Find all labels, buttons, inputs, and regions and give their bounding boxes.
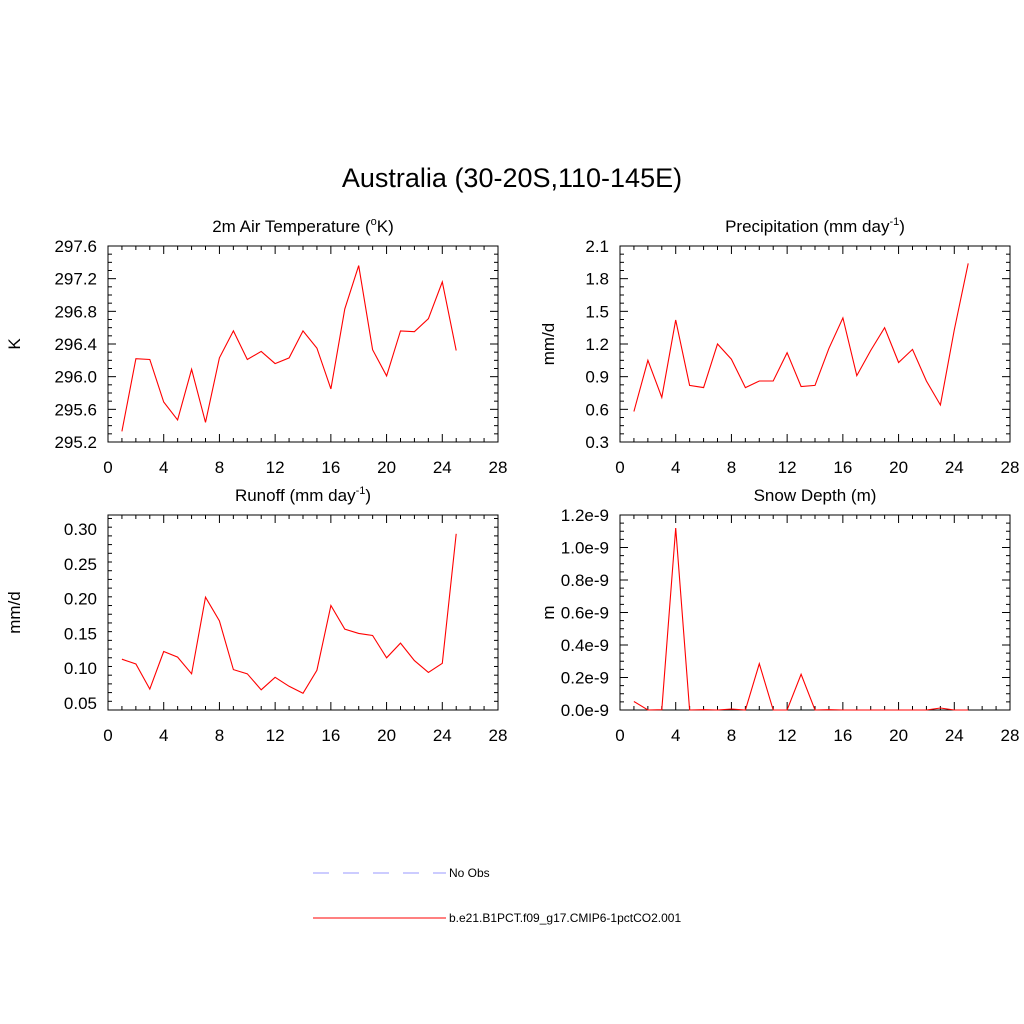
x-tick-label: 16 xyxy=(833,458,852,477)
y-tick-label: 0.9 xyxy=(585,368,609,387)
y-tick-label: 1.0e-9 xyxy=(561,539,609,558)
plot-frame xyxy=(107,245,499,443)
y-tick-label: 2.1 xyxy=(585,237,609,256)
plot-frame xyxy=(107,514,499,711)
y-tick-label: 0.30 xyxy=(64,520,97,539)
x-tick-label: 28 xyxy=(1001,458,1020,477)
y-tick-label: 295.6 xyxy=(54,400,97,419)
y-tick-label: 0.05 xyxy=(64,694,97,713)
y-tick-label: 296.8 xyxy=(54,302,97,321)
legend-label-no-obs: No Obs xyxy=(449,866,490,880)
y-tick-label: 297.2 xyxy=(54,270,97,289)
chart-panel-4: 0 4 8 12 16 20 24 28 0.0e-9 0.2e-9 0.4e-9 0.6e-9 0.8… xyxy=(539,486,1019,745)
y-tick-label: 1.8 xyxy=(585,270,609,289)
x-tick-label: 12 xyxy=(266,726,285,745)
panel-title: 2m Air Temperature (oK) xyxy=(212,216,394,236)
panel-title: Snow Depth (m) xyxy=(754,486,877,505)
y-axis-label: K xyxy=(5,338,24,350)
x-tick-label: 24 xyxy=(945,458,964,477)
y-tick-label: 0.0e-9 xyxy=(561,701,609,720)
x-tick-label: 0 xyxy=(615,726,624,745)
y-tick-label: 0.8e-9 xyxy=(561,571,609,590)
figure-title: Australia (30-20S,110-145E) xyxy=(341,163,683,193)
chart-panel-1: 0 4 8 12 16 20 24 28 295.2 295.6 296.0 296.4 296.8 29… xyxy=(5,216,507,477)
x-tick-label: 8 xyxy=(215,458,224,477)
panel-title: Runoff (mm day-1) xyxy=(235,485,371,505)
x-tick-label: 20 xyxy=(377,458,396,477)
series-line xyxy=(121,265,457,432)
x-tick-label: 8 xyxy=(215,726,224,745)
x-tick-label: 20 xyxy=(889,458,908,477)
x-tick-label: 28 xyxy=(489,726,508,745)
y-tick-label: 295.2 xyxy=(54,433,97,452)
y-axis-label: mm/d xyxy=(5,591,24,634)
x-tick-label: 16 xyxy=(321,726,340,745)
x-tick-label: 0 xyxy=(103,726,112,745)
series-line xyxy=(121,533,457,695)
x-tick-label: 12 xyxy=(778,726,797,745)
legend-label-model: b.e21.B1PCT.f09_g17.CMIP6-1pctCO2.001 xyxy=(449,911,682,925)
y-tick-label: 0.3 xyxy=(585,433,609,452)
x-tick-label: 24 xyxy=(433,458,452,477)
y-tick-label: 1.5 xyxy=(585,302,609,321)
x-tick-label: 4 xyxy=(671,726,680,745)
x-tick-label: 16 xyxy=(833,726,852,745)
plot-frame xyxy=(619,514,1011,711)
x-tick-label: 0 xyxy=(103,458,112,477)
x-tick-label: 0 xyxy=(615,458,624,477)
y-tick-label: 0.6 xyxy=(585,400,609,419)
y-axis-label: m xyxy=(539,605,558,619)
y-axis-label: mm/d xyxy=(539,323,558,366)
y-tick-label: 0.6e-9 xyxy=(561,604,609,623)
y-tick-label: 0.4e-9 xyxy=(561,636,609,655)
chart-panel-2: 0 4 8 12 16 20 24 28 0.3 0.6 0.9 1.2 1.5 1.8 2.1 mm/d Pr… xyxy=(539,216,1019,477)
x-tick-label: 4 xyxy=(159,458,168,477)
panel-title: Precipitation (mm day-1) xyxy=(725,216,905,236)
x-tick-label: 24 xyxy=(945,726,964,745)
x-tick-label: 4 xyxy=(671,458,680,477)
x-tick-label: 16 xyxy=(321,458,340,477)
y-tick-label: 297.6 xyxy=(54,237,97,256)
y-tick-label: 0.20 xyxy=(64,590,97,609)
y-tick-label: 1.2e-9 xyxy=(561,506,609,525)
y-tick-label: 296.4 xyxy=(54,335,97,354)
x-tick-label: 12 xyxy=(778,458,797,477)
y-tick-label: 0.10 xyxy=(64,659,97,678)
x-tick-label: 28 xyxy=(1001,726,1020,745)
y-tick-label: 0.2e-9 xyxy=(561,669,609,688)
y-tick-label: 1.2 xyxy=(585,335,609,354)
x-tick-label: 8 xyxy=(727,458,736,477)
x-tick-label: 12 xyxy=(266,458,285,477)
y-tick-label: 296.0 xyxy=(54,368,97,387)
series-line xyxy=(633,527,969,711)
x-tick-label: 8 xyxy=(727,726,736,745)
chart-panel-3: 0 4 8 12 16 20 24 28 0.05 0.10 0.15 0.20 0.25 0.30 mm/… xyxy=(5,485,507,745)
x-tick-label: 24 xyxy=(433,726,452,745)
series-line xyxy=(633,263,969,412)
x-tick-label: 28 xyxy=(489,458,508,477)
x-tick-label: 4 xyxy=(159,726,168,745)
x-tick-label: 20 xyxy=(889,726,908,745)
y-tick-label: 0.25 xyxy=(64,555,97,574)
y-tick-label: 0.15 xyxy=(64,624,97,643)
x-tick-label: 20 xyxy=(377,726,396,745)
